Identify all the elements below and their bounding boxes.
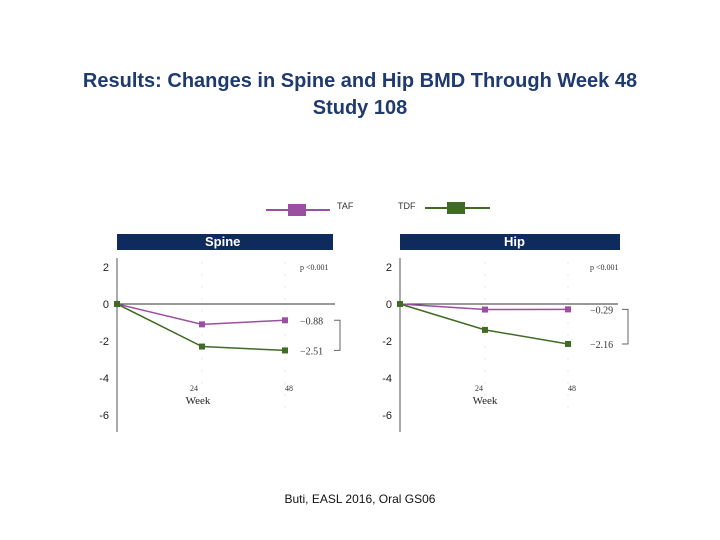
- spine-series-taf-end-label: −0.88: [300, 316, 323, 327]
- hip-series-tdf-end-label: −2.16: [590, 340, 613, 351]
- hip-p-value: p <0.001: [590, 263, 619, 272]
- spine-series-tdf-end-label: −2.51: [300, 346, 323, 357]
- panel-header-spine: Spine: [117, 234, 333, 250]
- citation: Buti, EASL 2016, Oral GS06: [284, 492, 436, 506]
- hip-y-tick-label: 0: [386, 299, 392, 311]
- hip-y-tick-label: -2: [382, 336, 392, 348]
- hip-series-tdf-point: [565, 340, 571, 347]
- spine-y-tick-label: 2: [103, 262, 109, 274]
- hip-y-tick-label: -6: [382, 410, 392, 422]
- spine-y-tick-label: -2: [99, 336, 109, 348]
- legend-taf-marker: [288, 204, 306, 216]
- spine-series-taf-point: [199, 321, 205, 328]
- slide-title: Results: Changes in Spine and Hip BMD Th…: [0, 68, 720, 122]
- spine-y-tick-label: -6: [99, 410, 109, 422]
- spine-y-tick-label: 0: [103, 299, 109, 311]
- spine-x-axis-label: Week: [186, 395, 211, 407]
- hip-y-tick-label: 2: [386, 262, 392, 274]
- legend: [266, 202, 490, 216]
- hip-series-taf-point: [482, 306, 488, 313]
- hip-x-tick-label: 48: [568, 384, 576, 393]
- slide-title-line1: Results: Changes in Spine and Hip BMD Th…: [82, 70, 638, 92]
- hip-series-taf-point: [565, 306, 571, 313]
- spine-series-taf-point: [282, 317, 288, 324]
- hip-series-tdf-point: [397, 301, 403, 307]
- slide-title-line2: Study 108: [312, 97, 408, 119]
- spine-y-tick-label: -4: [99, 373, 109, 385]
- hip-y-tick-label: -4: [382, 373, 392, 385]
- legend-tdf-marker: [447, 202, 465, 214]
- spine-significance-bracket: [334, 319, 341, 351]
- legend-label-tdf: TDF: [398, 201, 416, 211]
- hip-series-tdf-point: [482, 326, 488, 333]
- panel-title-hip: Hip: [504, 234, 525, 249]
- hip-series-taf-end-label: −0.29: [590, 305, 613, 316]
- spine-x-tick-label: 48: [285, 384, 293, 393]
- spine-series-tdf-point: [199, 343, 205, 350]
- hip-significance-bracket: [622, 308, 629, 345]
- spine-p-value: p <0.001: [300, 263, 329, 272]
- legend-label-taf: TAF: [337, 201, 354, 211]
- hip-x-axis-label: Week: [473, 395, 498, 407]
- panel-header-hip: Hip: [400, 234, 620, 250]
- hip-x-tick-label: 24: [475, 384, 483, 393]
- spine-series-tdf-point: [282, 347, 288, 354]
- panel-title-spine: Spine: [205, 234, 241, 249]
- spine-series-tdf-point: [114, 301, 120, 307]
- spine-x-tick-label: 24: [190, 384, 198, 393]
